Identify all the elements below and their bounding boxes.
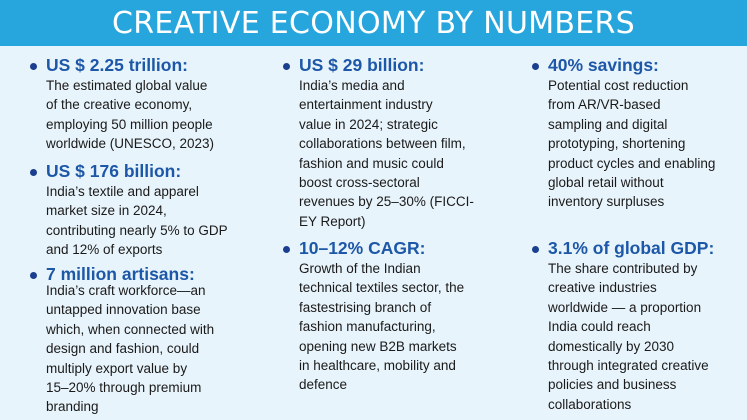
stat-value: 7 million artisans:: [46, 264, 195, 284]
stat-description: India’s craft workforce—an untapped inno…: [46, 283, 215, 415]
bullet-icon: [532, 246, 539, 253]
stat-description: The share contributed by creative indust…: [548, 261, 709, 412]
stat-description: India’s textile and apparel market size …: [46, 184, 228, 258]
bullet-icon: [283, 246, 290, 253]
bullet-icon: [30, 272, 37, 279]
bullet-icon: [30, 63, 37, 70]
stat-description: Potential cost reduction from AR/VR-base…: [548, 78, 716, 210]
stat-value: US $ 2.25 trillion:: [46, 55, 188, 75]
stat-value: 3.1% of global GDP:: [548, 238, 715, 258]
stat-value: US $ 29 billion:: [299, 55, 425, 75]
stat-value: 40% savings:: [548, 55, 659, 75]
bullet-icon: [532, 63, 539, 70]
stat-description: The estimated global value of the creati…: [46, 78, 215, 152]
bullet-icon: [30, 169, 37, 176]
title-banner: CREATIVE ECONOMY BY NUMBERS: [0, 0, 747, 46]
bullet-icon: [283, 63, 290, 70]
stat-value: US $ 176 billion:: [46, 161, 182, 181]
stat-description: Growth of the Indian technical textiles …: [299, 261, 465, 393]
stat-value: 10–12% CAGR:: [299, 238, 426, 258]
stat-description: India’s media and entertainment industry…: [299, 78, 474, 229]
page-title: CREATIVE ECONOMY BY NUMBERS: [111, 5, 636, 41]
